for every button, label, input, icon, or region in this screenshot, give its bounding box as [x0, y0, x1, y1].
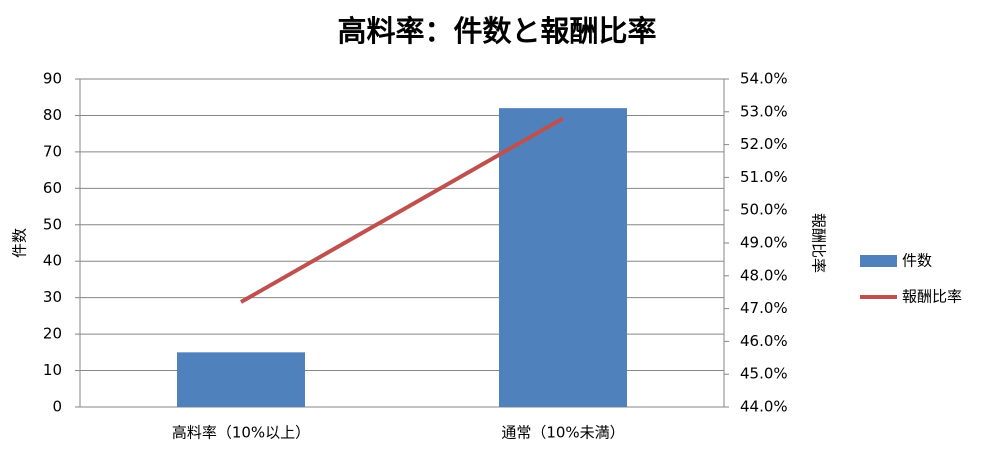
x-tick-label: 通常（10%未満）: [501, 424, 624, 442]
y-tick-label: 20: [43, 325, 62, 343]
y-tick-label: 60: [43, 179, 62, 197]
y-tick-label: 90: [43, 70, 62, 88]
y2-axis-label: 報酬比率: [810, 213, 828, 273]
y2-tick-label: 48.0%: [740, 266, 788, 284]
legend-label: 報酬比率: [902, 288, 962, 306]
y2-tick-label: 46.0%: [740, 332, 788, 350]
legend-swatch: [860, 255, 897, 267]
legend-label: 件数: [902, 252, 932, 270]
y2-tick-label: 50.0%: [740, 201, 788, 219]
line: [240, 116, 564, 304]
y-tick-label: 30: [43, 288, 62, 306]
y-tick-label: 50: [43, 215, 62, 233]
y-axis-label: 件数: [11, 228, 29, 258]
y-tick-label: 70: [43, 142, 62, 160]
y2-tick-label: 47.0%: [740, 299, 788, 317]
plot-frame: [79, 78, 725, 408]
y2-tick-label: 53.0%: [740, 102, 788, 120]
bar: [177, 352, 305, 407]
y2-tick-label: 49.0%: [740, 234, 788, 252]
y-tick-label: 80: [43, 106, 62, 124]
y2-tick-label: 52.0%: [740, 135, 788, 153]
y2-tick-label: 44.0%: [740, 398, 788, 416]
y2-tick-label: 54.0%: [740, 70, 788, 88]
x-tick-label: 高料率（10%以上）: [172, 424, 310, 442]
y-tick-label: 10: [43, 361, 62, 379]
chart-title: 高料率：件数と報酬比率: [337, 14, 656, 48]
y-tick-label: 40: [43, 252, 62, 270]
bar: [499, 108, 627, 408]
y2-tick-label: 51.0%: [740, 168, 788, 186]
y-tick-label: 0: [52, 398, 62, 416]
y2-tick-label: 45.0%: [740, 365, 788, 383]
